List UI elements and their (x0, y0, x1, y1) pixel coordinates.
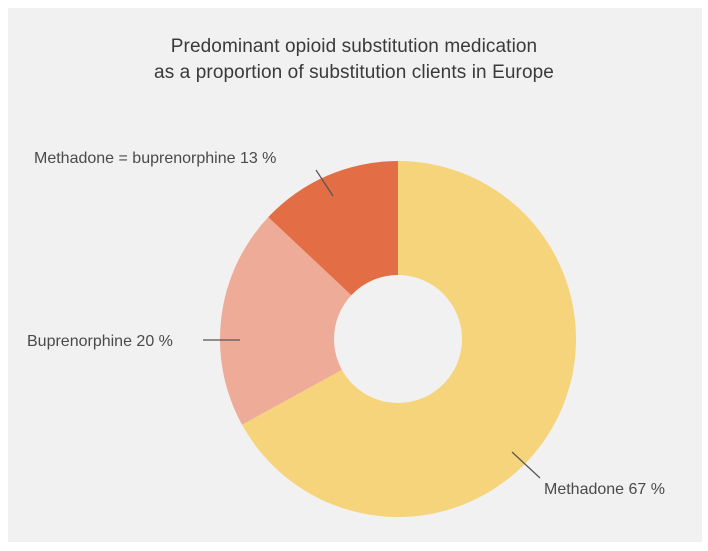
slice-buprenorphine (220, 217, 398, 425)
leader-line-methadone-equals-buprenorphine (315, 169, 334, 197)
chart-title: Predominant opioid substitution medicati… (0, 34, 708, 86)
slice-label-methadone: Methadone 67 % (544, 481, 665, 498)
chart-title-line-1: Predominant opioid substitution medicati… (170, 36, 538, 57)
donut-hole (334, 275, 462, 403)
slice-label-buprenorphine: Buprenorphine 20 % (27, 333, 173, 350)
chart-title-line-2: as a proportion of substitution clients … (154, 62, 554, 83)
leader-line-methadone (511, 451, 541, 479)
slice-label-methadone-equals-buprenorphine: Methadone = buprenorphine 13 % (34, 150, 276, 167)
